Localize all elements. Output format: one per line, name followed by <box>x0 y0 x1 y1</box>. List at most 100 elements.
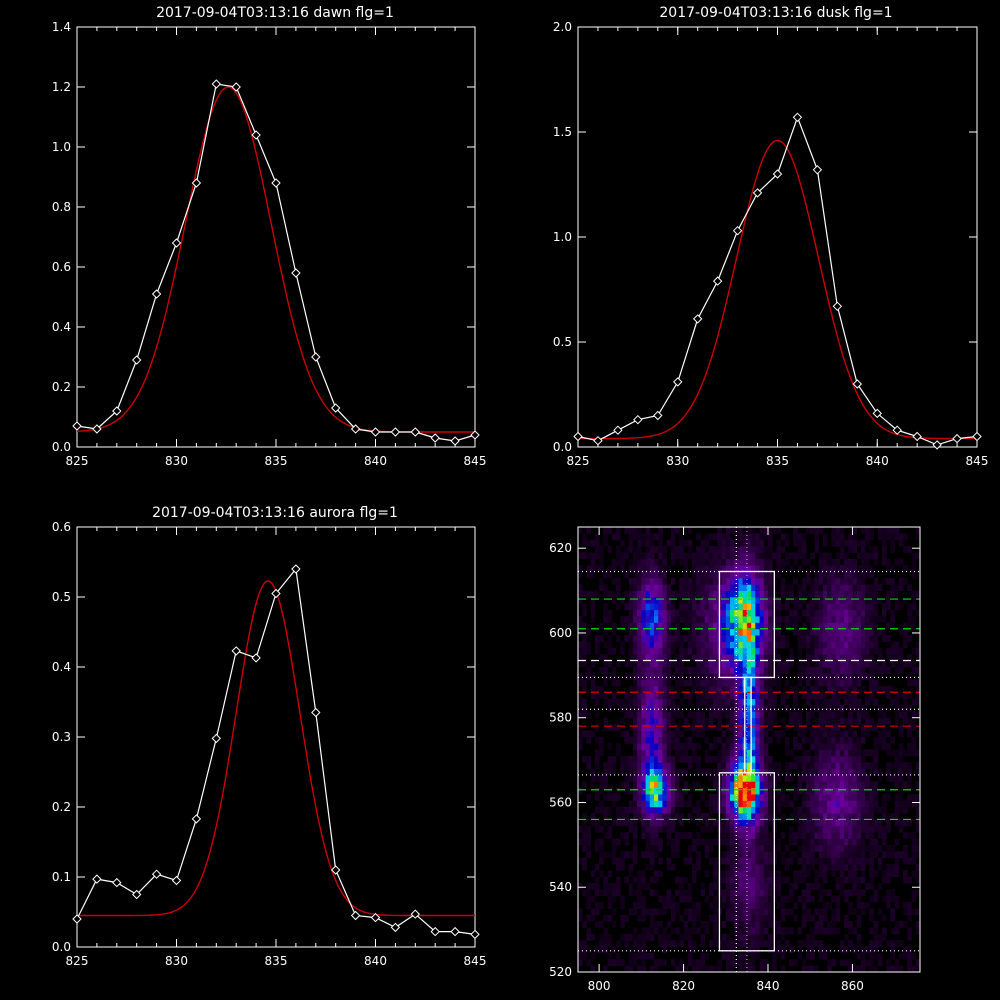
heatmap-cell <box>649 800 655 808</box>
heatmap-cell <box>746 603 752 611</box>
heatmap-cell <box>835 647 841 655</box>
heatmap-cell <box>708 800 714 808</box>
heatmap-cell <box>806 895 811 903</box>
heatmap-cell <box>856 666 862 674</box>
heatmap-cell <box>877 711 883 719</box>
heatmap-cell <box>763 552 769 560</box>
heatmap-cell <box>704 724 710 731</box>
heatmap-cell <box>590 603 596 611</box>
heatmap-cell <box>860 571 866 579</box>
heatmap-cell <box>637 558 642 566</box>
heatmap-cell <box>670 863 676 871</box>
heatmap-cell <box>755 749 760 757</box>
heatmap-cell <box>873 940 879 947</box>
heatmap-cell <box>856 635 862 642</box>
heatmap-cell <box>873 787 879 795</box>
heatmap-cell <box>835 603 841 611</box>
heatmap-cell <box>683 584 689 591</box>
heatmap-cell <box>717 698 722 706</box>
heatmap-cell <box>649 711 655 719</box>
heatmap-cell <box>789 647 794 655</box>
heatmap-cell <box>856 838 862 846</box>
heatmap-cell <box>666 673 672 680</box>
heatmap-cell <box>814 571 819 579</box>
heatmap-cell <box>603 933 608 941</box>
heatmap-cell <box>903 546 908 553</box>
heatmap-cell <box>654 717 659 725</box>
heatmap-cell <box>658 527 663 534</box>
heatmap-cell <box>578 647 583 655</box>
dawn-data-point <box>410 427 421 437</box>
heatmap-cell <box>725 762 731 769</box>
heatmap-cell <box>696 577 701 585</box>
heatmap-cell <box>784 660 790 668</box>
heatmap-cell <box>696 679 701 687</box>
heatmap-cell <box>827 685 832 693</box>
heatmap-cell <box>578 654 583 661</box>
heatmap-cell <box>649 914 655 922</box>
heatmap-cell <box>801 596 807 604</box>
heatmap-cell <box>607 743 613 750</box>
heatmap-cell <box>594 825 600 833</box>
heatmap-cell <box>578 622 583 630</box>
heatmap-cell <box>590 565 596 572</box>
heatmap-cell <box>603 940 608 947</box>
heatmap-cell <box>755 603 760 611</box>
heatmap-cell <box>810 895 815 903</box>
heatmap-cell <box>869 863 874 871</box>
heatmap-cell <box>654 774 659 782</box>
heatmap-cell <box>911 565 917 572</box>
heatmap-cell <box>839 666 845 674</box>
heatmap-cell <box>831 768 836 776</box>
heatmap-cell <box>679 895 684 903</box>
heatmap-cell <box>831 838 836 846</box>
heatmap-cell <box>810 787 815 795</box>
heatmap-cell <box>869 832 874 839</box>
heatmap-cell <box>725 863 731 871</box>
heatmap-cell <box>670 596 676 604</box>
heatmap-cell <box>856 596 862 604</box>
heatmap-cell <box>797 844 803 852</box>
heatmap-cell <box>831 794 836 801</box>
heatmap-cell <box>865 724 870 731</box>
heatmap-cell <box>662 577 667 585</box>
heatmap-cell <box>844 806 849 814</box>
heatmap-cell <box>831 698 836 706</box>
heatmap-cell <box>692 584 697 591</box>
heatmap-cell <box>768 622 773 630</box>
heatmap-cell <box>835 654 841 661</box>
heatmap-cell <box>654 533 659 541</box>
heatmap-cell <box>768 552 773 560</box>
heatmap-cell <box>645 705 651 712</box>
heatmap-cell <box>666 781 672 789</box>
dusk-data-point <box>832 301 843 312</box>
heatmap-cell <box>603 768 608 776</box>
heatmap-cell <box>607 813 613 820</box>
heatmap-cell <box>666 565 672 572</box>
heatmap-cell <box>856 819 862 827</box>
heatmap-cell <box>860 813 866 820</box>
heatmap-cell <box>810 730 815 738</box>
heatmap-cell <box>692 603 697 611</box>
heatmap-cell <box>696 616 701 623</box>
heatmap-cell <box>835 736 841 744</box>
heatmap-cell <box>839 819 845 827</box>
heatmap-cell <box>666 660 672 668</box>
heatmap-cell <box>628 819 634 827</box>
heatmap-cell <box>789 609 794 617</box>
heatmap-cell <box>797 819 803 827</box>
heatmap-cell <box>692 927 697 935</box>
heatmap-cell <box>658 743 663 750</box>
heatmap-cell <box>696 730 701 738</box>
heatmap-cell <box>611 622 617 630</box>
heatmap-cell <box>713 794 718 801</box>
heatmap-cell <box>666 813 672 820</box>
heatmap-cell <box>763 736 769 744</box>
heatmap-cell <box>886 876 891 884</box>
heatmap-cell <box>856 711 862 719</box>
heatmap-cell <box>620 616 625 623</box>
aurora-data-point <box>251 653 261 663</box>
heatmap-cell <box>818 565 824 572</box>
heatmap-cell <box>700 889 705 897</box>
heatmap-cell <box>742 590 748 598</box>
